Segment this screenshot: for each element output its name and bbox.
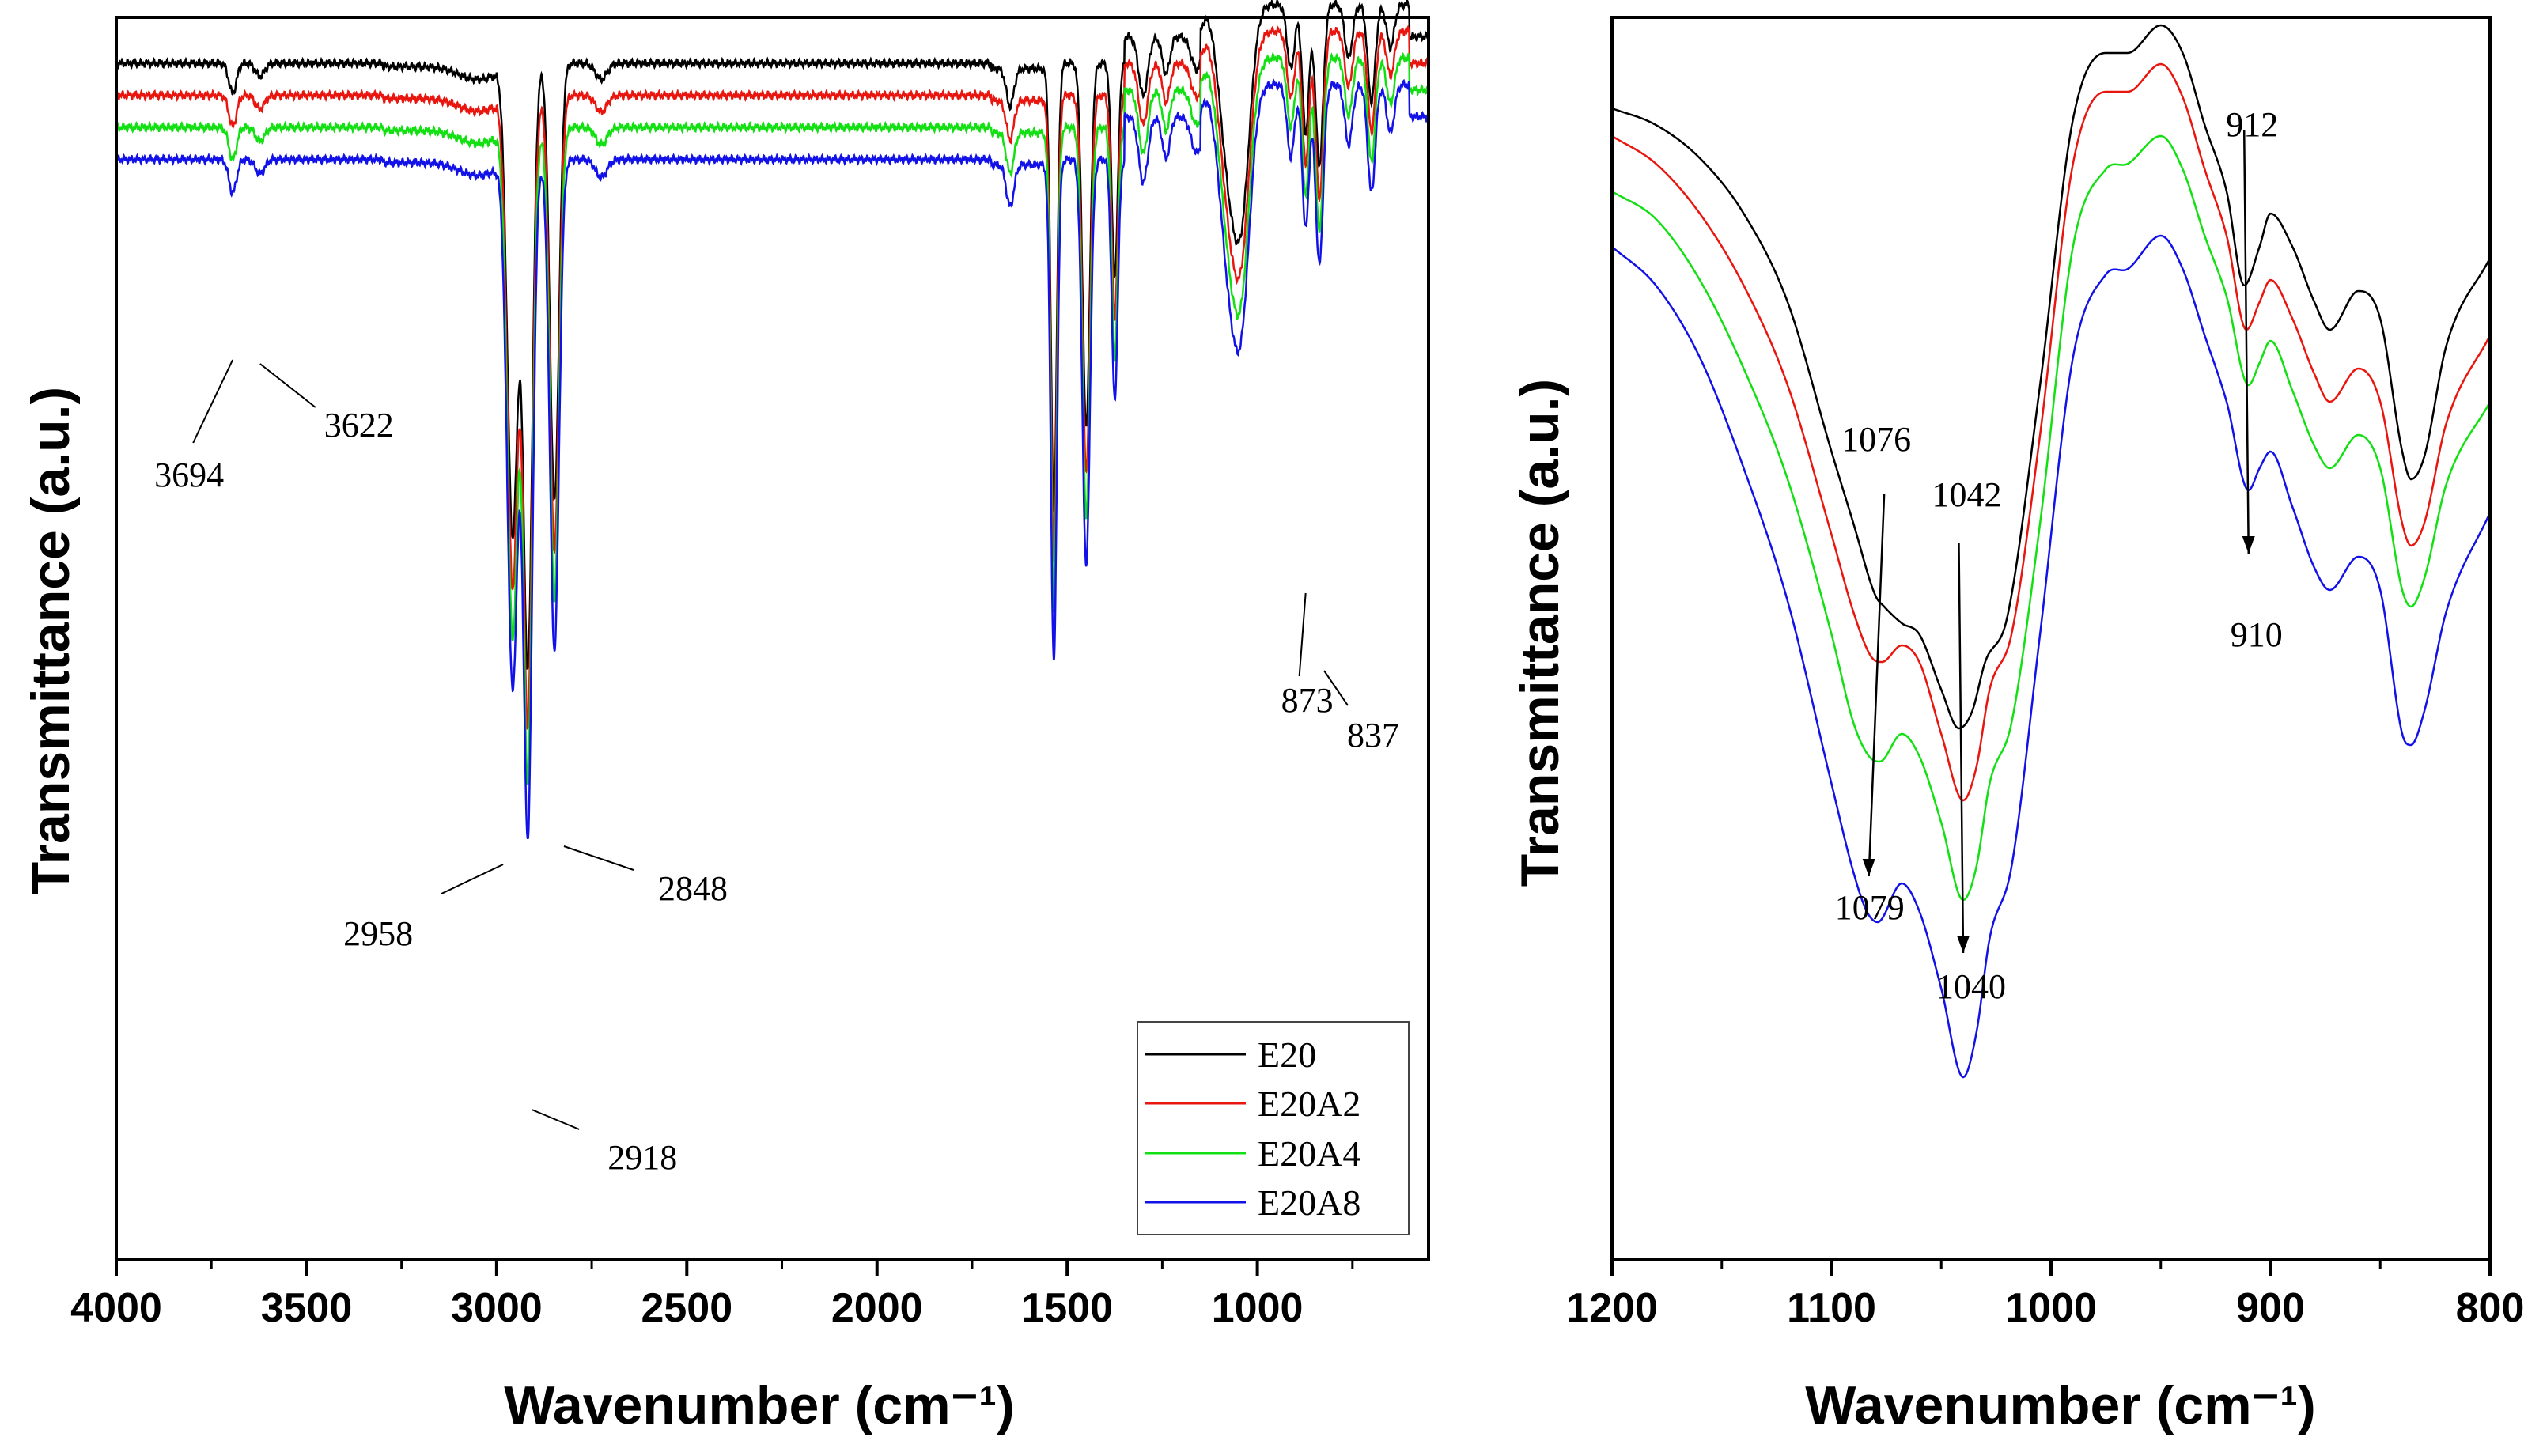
legend-label-e20a8: E20A8 — [1258, 1182, 1360, 1223]
right-series-line-e20 — [1611, 24, 2492, 730]
right-annotation-arrowhead — [1862, 859, 1875, 876]
left-annotation-label: 2958 — [343, 914, 413, 953]
legend-label-e20: E20 — [1258, 1034, 1316, 1075]
right-x-tick-label: 800 — [2456, 1285, 2525, 1331]
right-series-group — [1611, 24, 2492, 1079]
right-x-axis-title: Wavenumber (cm⁻¹) — [1805, 1375, 2315, 1435]
left-annotation-label: 3622 — [324, 406, 394, 444]
right-y-axis-title: Transmittance (a.u.) — [1510, 379, 1570, 887]
legend: E20 E20A2 E20A4 E20A8 — [1137, 1021, 1410, 1235]
right-annotation-arrowhead — [2242, 536, 2255, 554]
left-x-axis-title: Wavenumber (cm⁻¹) — [504, 1375, 1014, 1435]
right-series-line-e20a4 — [1611, 134, 2492, 902]
right-annotation-label: 1076 — [1841, 420, 1911, 459]
right-annotations: 1076 1042 912 1079 1040 910 — [1835, 105, 2283, 1006]
right-series-line-e20a8 — [1611, 234, 2492, 1079]
legend-label-e20a4: E20A4 — [1258, 1133, 1360, 1174]
left-x-tick-label: 1000 — [1212, 1285, 1304, 1331]
left-annotation-leader — [259, 363, 316, 408]
right-annotation-arrowhead — [1957, 936, 1970, 953]
left-annotation-label: 2918 — [607, 1138, 677, 1177]
left-x-tick-label: 2000 — [831, 1285, 923, 1331]
right-annotation-arrow — [1958, 542, 1965, 954]
left-annotation-leader — [563, 845, 634, 871]
left-x-tick-label: 4000 — [70, 1285, 162, 1331]
left-x-ticks: 4000 3500 3000 2500 2000 1500 1000 — [70, 1260, 1354, 1331]
left-plot-frame — [115, 16, 1430, 1261]
left-chart: 4000 3500 3000 2500 2000 1500 1000 3694 3622 295… — [21, 0, 1430, 1435]
left-annotation-leader — [192, 359, 234, 444]
right-annotation-arrow — [1868, 494, 1886, 877]
left-annotation-label: 2848 — [658, 869, 728, 908]
right-chart: 1200 1100 1000 900 800 1076 1042 912 1079 1040 91… — [1510, 16, 2524, 1435]
right-annotation-arrow — [2242, 130, 2250, 554]
left-series-line-e20a2 — [115, 25, 1430, 731]
right-series-line-e20a2 — [1611, 62, 2492, 802]
left-annotation-leader — [1298, 592, 1307, 677]
left-annotation-label: 873 — [1281, 681, 1334, 720]
right-x-tick-label: 1200 — [1566, 1285, 1658, 1331]
right-annotation-label: 1079 — [1835, 888, 1905, 927]
left-series-group — [115, 0, 1430, 839]
left-annotations: 3694 3622 2958 2918 2848 873 837 — [154, 359, 1399, 1177]
left-annotation-leader — [1323, 670, 1349, 706]
left-x-tick-label: 3000 — [451, 1285, 543, 1331]
right-annotation-label: 912 — [2226, 105, 2278, 144]
right-x-tick-label: 1000 — [2005, 1285, 2097, 1331]
right-annotation-label: 910 — [2231, 615, 2283, 654]
right-x-ticks: 1200 1100 1000 900 800 — [1566, 1260, 2524, 1331]
left-series-line-e20 — [115, 0, 1429, 670]
left-series-line-e20a8 — [115, 78, 1430, 839]
left-annotation-leader — [531, 1109, 580, 1130]
left-series-line-e20a4 — [115, 51, 1429, 785]
left-y-axis-title: Transmittance (a.u.) — [21, 387, 81, 894]
left-annotation-label: 3694 — [154, 456, 224, 494]
right-x-tick-label: 900 — [2236, 1285, 2305, 1331]
right-x-tick-label: 1100 — [1787, 1285, 1876, 1331]
right-plot-frame — [1610, 16, 2492, 1261]
left-annotation-leader — [441, 864, 504, 894]
left-x-tick-label: 1500 — [1021, 1285, 1113, 1331]
legend-box — [1137, 1021, 1410, 1235]
right-annotation-label: 1040 — [1936, 967, 2006, 1006]
legend-label-e20a2: E20A2 — [1258, 1083, 1360, 1124]
right-annotation-label: 1042 — [1932, 475, 2001, 514]
left-x-tick-label: 3500 — [261, 1285, 353, 1331]
left-annotation-label: 837 — [1347, 716, 1399, 754]
left-x-tick-label: 2500 — [641, 1285, 732, 1331]
